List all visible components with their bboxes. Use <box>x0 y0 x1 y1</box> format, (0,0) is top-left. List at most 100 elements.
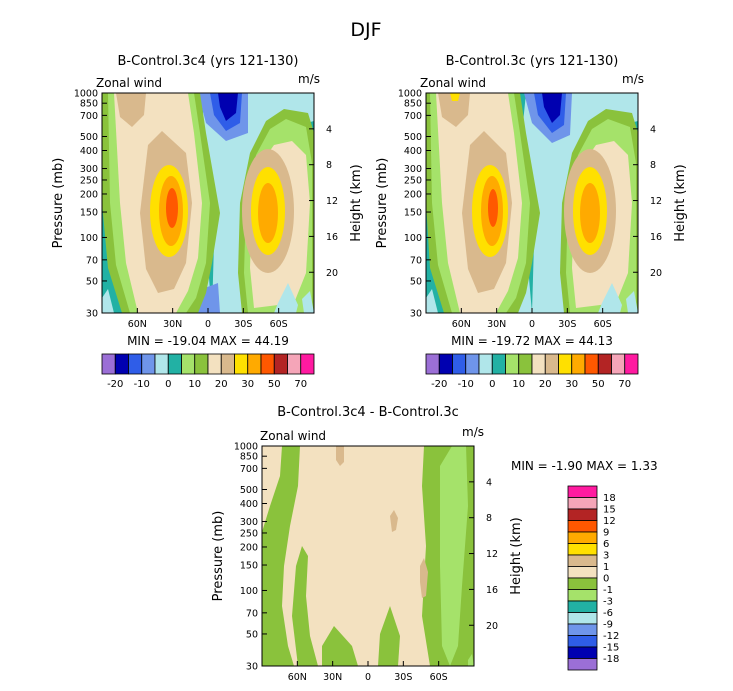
panel-1-subtitle-left: Zonal wind <box>96 76 162 90</box>
colorbar-swatch <box>611 353 626 375</box>
panel-1: B-Control.3c4 (yrs 121-130) Zonal wind m… <box>51 54 364 348</box>
colorbar-swatch <box>544 353 559 375</box>
y-tick-label: 70 <box>86 255 98 266</box>
x-tick-label: 30N <box>163 319 182 330</box>
colorbar-swatch <box>181 353 196 375</box>
x-tick-label: 30N <box>323 672 342 683</box>
y-tick-label: 500 <box>404 132 422 143</box>
colorbar-swatch <box>425 353 440 375</box>
colorbar-label: -18 <box>603 654 619 665</box>
colorbar-swatch <box>300 353 315 375</box>
y-right-tick-label: 12 <box>326 196 338 207</box>
y-tick-label: 500 <box>80 132 98 143</box>
colorbar-swatch <box>273 353 288 375</box>
colorbar-swatch <box>194 353 209 375</box>
x-tick-label: 60N <box>288 672 307 683</box>
colorbar-swatch <box>624 353 639 375</box>
colorbar-label: 50 <box>268 379 281 390</box>
colorbar-swatch <box>567 497 598 510</box>
contour-pos-pocket-1 <box>336 446 344 466</box>
colorbar-label: -12 <box>603 631 619 642</box>
colorbar-label: 20 <box>539 379 552 390</box>
x-tick-label: 0 <box>529 319 535 330</box>
colorbar-swatch <box>567 658 598 671</box>
x-tick-label: 0 <box>205 319 211 330</box>
contour-sh-jet-5 <box>258 183 278 243</box>
contour-neg-tropics <box>378 606 400 666</box>
colorbar-swatch <box>114 353 129 375</box>
colorbar-swatch <box>154 353 169 375</box>
y-tick-label: 1000 <box>234 442 258 453</box>
colorbar-swatch <box>260 353 275 375</box>
x-tick-label: 0 <box>365 672 371 683</box>
x-tick-label: 60N <box>128 319 147 330</box>
y-tick-label: 30 <box>410 309 422 320</box>
panel-3-subtitle-right: m/s <box>462 425 484 439</box>
y-tick-label: 850 <box>404 99 422 110</box>
colorbar-swatch <box>571 353 586 375</box>
colorbar-label: -10 <box>134 379 150 390</box>
panel-1-subtitle-right: m/s <box>298 72 320 86</box>
y-right-tick-label: 12 <box>650 196 662 207</box>
panel-3-contour-field <box>262 446 474 666</box>
y-tick-label: 300 <box>80 164 98 175</box>
y-tick-label: 1000 <box>398 89 422 100</box>
panel-2-contour-field <box>426 93 638 313</box>
colorbar-panel-1: -20 -10 0 10 20 30 50 70 <box>101 353 315 390</box>
panel-3-min-max: MIN = -1.90 MAX = 1.33 <box>511 459 658 473</box>
y-tick-label: 250 <box>404 175 422 186</box>
colorbar-swatch <box>567 612 598 625</box>
colorbar-swatch <box>567 600 598 613</box>
colorbar-label: 0 <box>165 379 171 390</box>
y-tick-label: 100 <box>80 233 98 244</box>
colorbar-label: 15 <box>603 505 616 516</box>
contour-weak-east <box>522 93 638 313</box>
contour-weak-east <box>200 93 314 313</box>
colorbar-swatch <box>101 353 116 375</box>
contour-nh-strat <box>116 93 146 127</box>
contour-surface-easterly <box>426 283 638 313</box>
contour-neg-east-inner <box>440 446 468 666</box>
colorbar-swatch <box>567 566 598 579</box>
colorbar-swatch <box>247 353 262 375</box>
panel-2-min-max: MIN = -19.72 MAX = 44.13 <box>451 334 613 348</box>
y-tick-label: 700 <box>80 111 98 122</box>
colorbar-swatch <box>491 353 506 375</box>
colorbar-label: -3 <box>603 597 613 608</box>
x-tick-label: 30N <box>487 319 506 330</box>
panel-1-title: B-Control.3c4 (yrs 121-130) <box>118 54 299 69</box>
y-tick-label: 30 <box>246 662 258 673</box>
colorbar-swatch <box>438 353 453 375</box>
colorbar-swatch <box>567 554 598 567</box>
panel-1-contour-field <box>102 93 314 313</box>
colorbar-label: 30 <box>565 379 578 390</box>
contour-weak-west-core <box>218 93 238 121</box>
panel-3-title: B-Control.3c4 - B-Control.3c <box>277 405 459 420</box>
colorbar-label: -1 <box>603 585 613 596</box>
contour-nh-strat-core <box>450 93 460 101</box>
y-tick-label: 400 <box>80 146 98 157</box>
colorbar-label: 6 <box>603 539 609 550</box>
y-tick-label: 150 <box>404 208 422 219</box>
panel-2-subtitle-left: Zonal wind <box>420 76 486 90</box>
y-tick-label: 200 <box>80 189 98 200</box>
x-tick-label: 60S <box>430 672 448 683</box>
y-tick-label: 200 <box>240 542 258 553</box>
y-tick-label: 30 <box>86 309 98 320</box>
y-tick-label: 70 <box>410 255 422 266</box>
colorbar-label: -15 <box>603 643 619 654</box>
colorbar-label: 70 <box>618 379 631 390</box>
colorbar-swatch <box>558 353 573 375</box>
contour-weak-west-core <box>542 93 562 123</box>
x-tick-label: 30S <box>558 319 576 330</box>
y-right-tick-label: 20 <box>326 268 338 279</box>
y-tick-label: 50 <box>246 629 258 640</box>
colorbar-label: 0 <box>603 574 609 585</box>
colorbar-label: 12 <box>603 516 616 527</box>
colorbar-swatch <box>567 646 598 659</box>
colorbar-label: -9 <box>603 620 613 631</box>
